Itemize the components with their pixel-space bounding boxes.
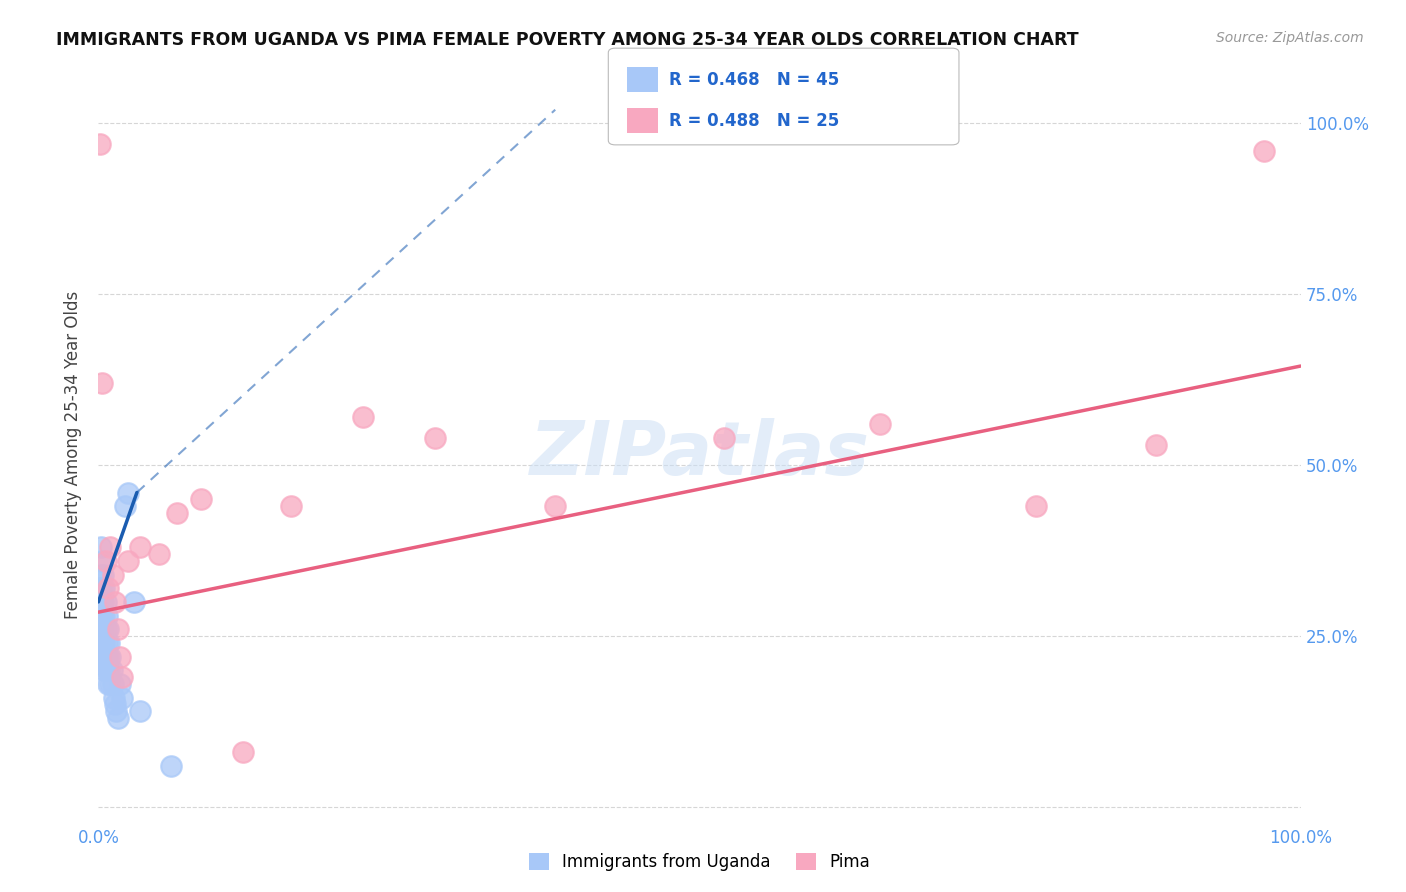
Point xyxy=(352,410,374,425)
Point xyxy=(129,704,152,718)
Point xyxy=(91,581,114,595)
Text: R = 0.488   N = 25: R = 0.488 N = 25 xyxy=(669,112,839,130)
Point xyxy=(97,677,120,691)
Point xyxy=(94,554,117,568)
Point xyxy=(166,506,188,520)
Point xyxy=(89,581,111,595)
Point xyxy=(91,376,114,391)
Point xyxy=(97,649,120,664)
Point xyxy=(100,649,122,664)
Point xyxy=(232,745,254,759)
Point xyxy=(101,567,124,582)
Point xyxy=(90,622,112,636)
Point xyxy=(94,649,117,664)
Text: ZIPatlas: ZIPatlas xyxy=(530,418,869,491)
Point xyxy=(100,663,122,677)
Point xyxy=(89,608,111,623)
Legend: Immigrants from Uganda, Pima: Immigrants from Uganda, Pima xyxy=(523,847,876,878)
Point xyxy=(91,554,114,568)
Point xyxy=(91,622,114,636)
Point xyxy=(100,540,122,554)
Point xyxy=(103,690,125,705)
Point xyxy=(1253,144,1275,158)
Point xyxy=(544,499,567,513)
Point xyxy=(97,581,120,595)
Point xyxy=(108,649,131,664)
Point xyxy=(98,663,121,677)
Point xyxy=(1144,438,1167,452)
Point xyxy=(869,417,891,432)
Point xyxy=(91,595,114,609)
Point xyxy=(108,677,131,691)
Point xyxy=(159,759,181,773)
Point xyxy=(104,595,127,609)
Point xyxy=(100,677,122,691)
Y-axis label: Female Poverty Among 25-34 Year Olds: Female Poverty Among 25-34 Year Olds xyxy=(65,291,83,619)
Point xyxy=(713,431,735,445)
Point xyxy=(94,622,117,636)
Point xyxy=(124,595,146,609)
Text: R = 0.468   N = 45: R = 0.468 N = 45 xyxy=(669,70,839,88)
Point xyxy=(89,136,111,151)
Point xyxy=(96,608,118,623)
Point xyxy=(111,670,134,684)
Point xyxy=(90,567,112,582)
Point xyxy=(190,492,212,507)
Point xyxy=(129,540,152,554)
Point xyxy=(89,649,111,664)
Point xyxy=(93,663,115,677)
Point xyxy=(280,499,302,513)
Point xyxy=(93,581,115,595)
Point xyxy=(91,636,114,650)
Point xyxy=(96,636,118,650)
Point xyxy=(107,622,129,636)
Point xyxy=(105,704,128,718)
Point xyxy=(111,690,134,705)
Point xyxy=(107,711,129,725)
Point xyxy=(91,649,114,664)
Point xyxy=(91,608,114,623)
Point xyxy=(93,608,115,623)
Point xyxy=(90,595,112,609)
Point xyxy=(90,540,112,554)
Point xyxy=(423,431,446,445)
Point xyxy=(97,622,120,636)
Point xyxy=(117,485,139,500)
Point xyxy=(104,698,127,712)
Text: IMMIGRANTS FROM UGANDA VS PIMA FEMALE POVERTY AMONG 25-34 YEAR OLDS CORRELATION : IMMIGRANTS FROM UGANDA VS PIMA FEMALE PO… xyxy=(56,31,1078,49)
Point xyxy=(91,567,114,582)
Point xyxy=(114,499,136,513)
Text: Source: ZipAtlas.com: Source: ZipAtlas.com xyxy=(1216,31,1364,45)
Point xyxy=(148,547,170,561)
Point xyxy=(94,595,117,609)
Point xyxy=(98,636,121,650)
Point xyxy=(1025,499,1047,513)
Point xyxy=(96,663,118,677)
Point xyxy=(93,636,115,650)
Point xyxy=(101,677,124,691)
Point xyxy=(117,554,139,568)
